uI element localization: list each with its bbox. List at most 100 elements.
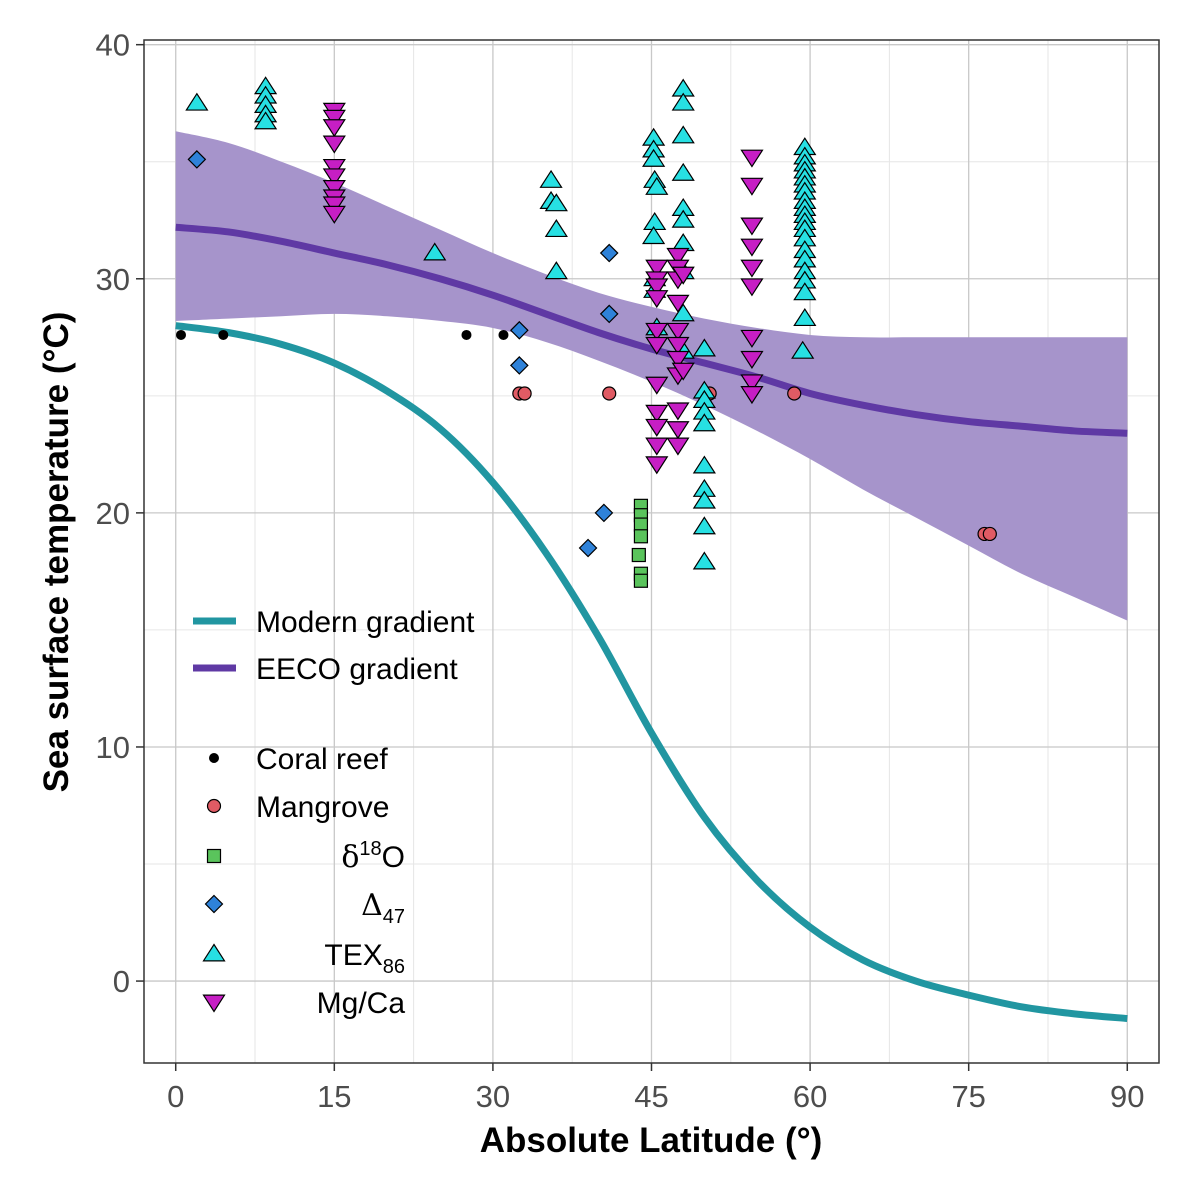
point-mg-ca — [666, 402, 690, 421]
point-mg-ca — [322, 168, 346, 187]
point--47 — [594, 503, 614, 523]
point-mg-ca — [322, 180, 346, 199]
y-tick-label: 20 — [96, 496, 130, 531]
point-mg-ca — [645, 290, 669, 309]
y-tick-label: 40 — [96, 28, 130, 63]
point-tex86 — [544, 261, 568, 280]
legend-marker-label: δ18O — [341, 838, 405, 875]
legend-marker-label: Δ47 — [361, 888, 405, 928]
point-mg-ca — [645, 259, 669, 278]
point-tex86 — [692, 516, 716, 535]
y-tick-label: 10 — [96, 730, 130, 765]
legend-marker-key — [206, 798, 222, 814]
point-mg-ca — [645, 418, 669, 437]
point--18o — [633, 517, 649, 532]
point--47 — [509, 356, 529, 375]
legend-marker-key — [206, 848, 222, 864]
point-mg-ca — [740, 350, 764, 369]
point-tex86 — [671, 92, 695, 111]
point-mg-ca — [740, 217, 764, 236]
point-mg-ca — [645, 437, 669, 456]
point-tex86 — [185, 92, 209, 111]
point--47 — [187, 150, 207, 169]
point-tex86 — [692, 551, 716, 570]
point-mg-ca — [645, 336, 669, 355]
point-tex86 — [793, 307, 817, 327]
legend-marker-key — [202, 994, 226, 1013]
point-tex86 — [692, 455, 716, 474]
point-mg-ca — [645, 322, 669, 341]
point-tex86 — [423, 242, 447, 261]
point-tex86 — [645, 176, 669, 195]
legend-marker-label: TEX86 — [324, 939, 405, 978]
point-coral-reef — [461, 329, 472, 340]
y-tick-label: 30 — [96, 262, 130, 297]
legend-marker-key — [202, 943, 226, 962]
point--47 — [599, 243, 619, 263]
point--18o — [633, 573, 649, 588]
point-tex86 — [692, 490, 716, 509]
y-axis-title: Sea surface temperature (°C) — [37, 312, 76, 793]
point-tex86 — [642, 148, 666, 167]
legend-label-main: δ — [341, 840, 359, 875]
point-tex86 — [544, 219, 568, 238]
point-mg-ca — [322, 119, 346, 138]
modern-gradient-line — [175, 322, 1128, 1023]
point-mg-ca — [645, 404, 669, 423]
point-tex86 — [671, 209, 695, 228]
legend-line-label: EECO gradient — [256, 653, 458, 686]
x-tick-label: 60 — [793, 1079, 827, 1114]
eeco-gradient-line — [175, 223, 1128, 437]
legend-label-main: Δ — [361, 888, 383, 923]
gradient-lines — [175, 223, 1128, 1023]
point-tex86 — [539, 169, 563, 188]
point-mg-ca — [740, 386, 764, 405]
legend-line-label: Modern gradient — [256, 606, 475, 639]
y-tick-label: 0 — [113, 964, 130, 999]
point-tex86 — [253, 111, 278, 130]
point-mg-ca — [671, 266, 695, 285]
axis-ticks: 0 15 30 45 60 75 90 0 10 20 30 40 — [96, 28, 1145, 1114]
point-mg-ca — [322, 158, 346, 178]
point--18o — [633, 529, 649, 544]
point-mg-ca — [740, 238, 764, 257]
point-tex86 — [692, 338, 716, 357]
point-mg-ca — [740, 149, 764, 168]
point-mg-ca — [645, 278, 669, 297]
point-coral-reef — [218, 329, 229, 340]
x-tick-label: 90 — [1110, 1079, 1144, 1114]
point-mg-ca — [740, 177, 764, 196]
point-mangrove — [602, 386, 617, 401]
eeco-band-area — [175, 131, 1128, 621]
point-tex86 — [642, 226, 666, 245]
point-tex86 — [692, 413, 716, 432]
legend-label-post: O — [382, 841, 405, 874]
point-mg-ca — [740, 374, 764, 393]
legend-marker-key — [209, 753, 219, 763]
point-tex86 — [544, 193, 568, 212]
point-tex86 — [791, 340, 815, 359]
point--47 — [578, 538, 598, 558]
point-mg-ca — [740, 278, 764, 297]
point--47 — [509, 320, 529, 340]
x-tick-label: 15 — [317, 1079, 351, 1114]
point-mg-ca — [740, 259, 764, 278]
point-mg-ca — [666, 247, 690, 266]
legend-label-main: TEX — [324, 939, 382, 972]
point-coral-reef — [176, 329, 187, 340]
point-mangrove — [982, 526, 997, 542]
legend-label-subscript: 86 — [383, 956, 405, 978]
point--18o — [631, 547, 646, 563]
point-mg-ca — [322, 109, 346, 128]
data-points — [176, 76, 997, 588]
point-mg-ca — [671, 362, 695, 381]
legend-marker-key — [204, 894, 224, 914]
point-mg-ca — [645, 456, 669, 475]
x-tick-label: 45 — [634, 1079, 668, 1114]
legend-marker-label: Coral reef — [256, 743, 388, 776]
x-tick-label: 30 — [476, 1079, 510, 1114]
point-mangrove — [787, 386, 802, 401]
legend-marker-label: Mg/Ca — [317, 987, 406, 1020]
point-tex86 — [793, 282, 817, 301]
legend-marker-label: Mangrove — [256, 791, 389, 824]
